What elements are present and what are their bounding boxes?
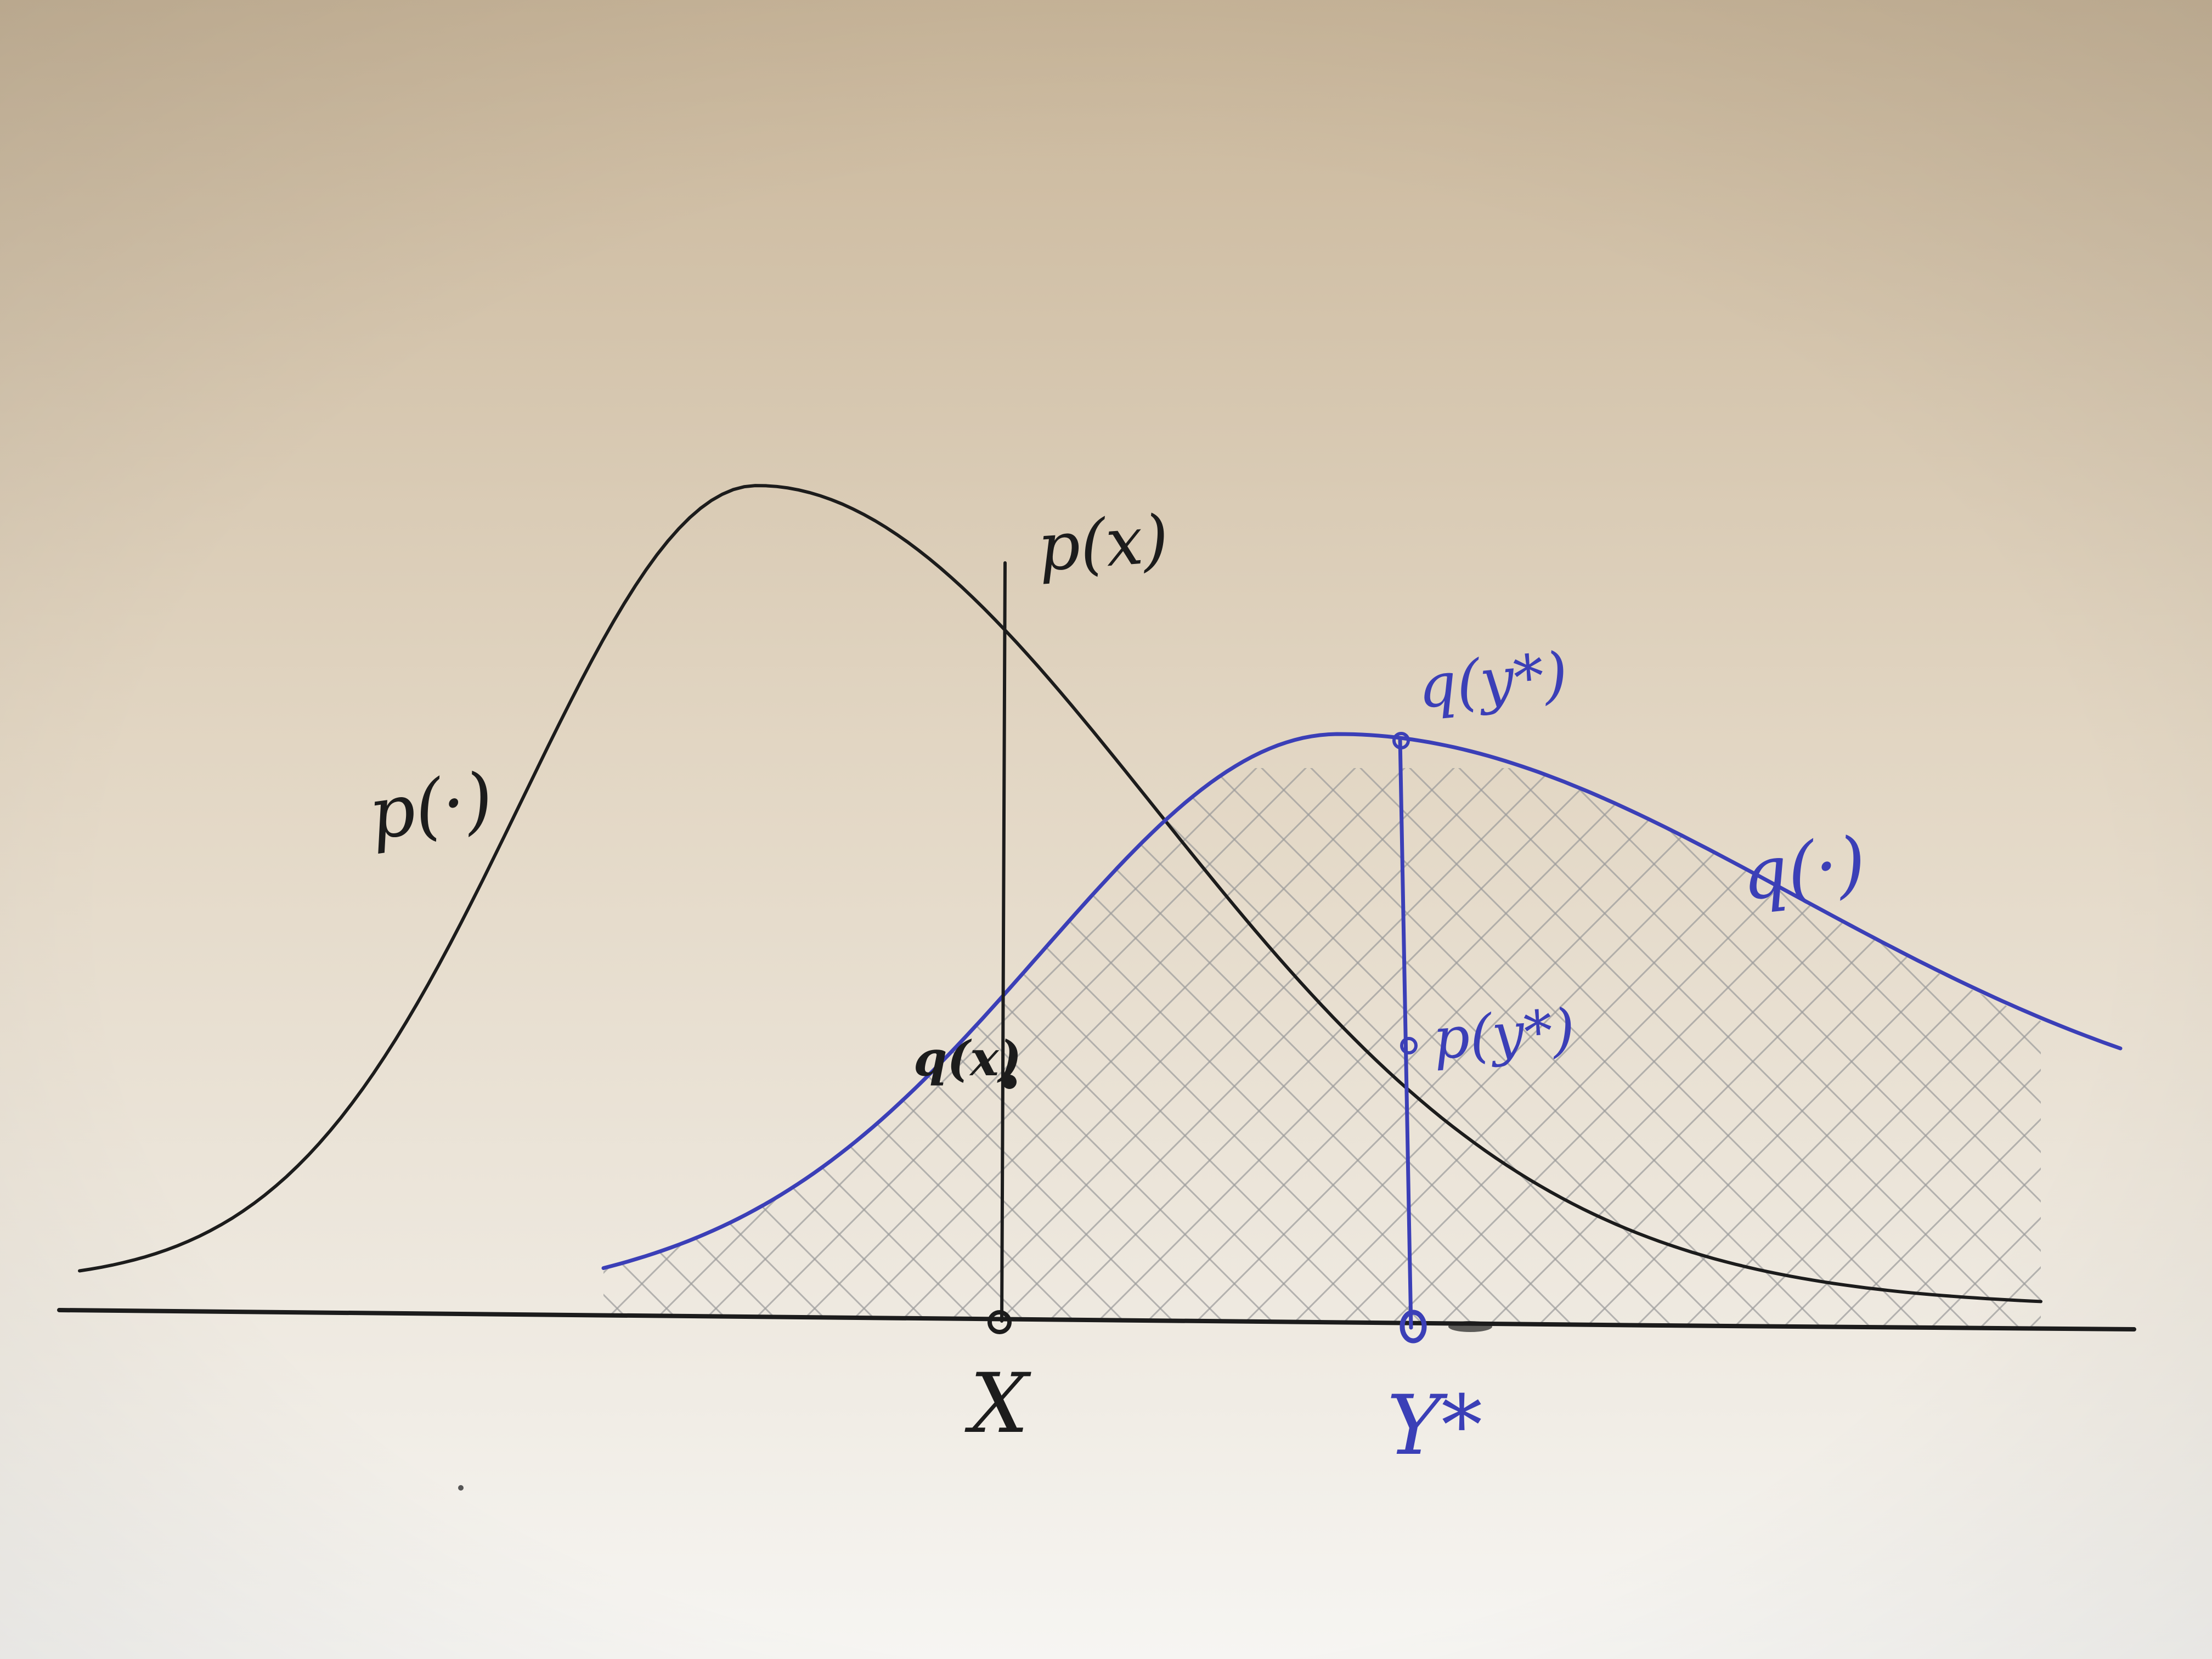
ystar-axis-point xyxy=(1400,1310,1427,1344)
x-vertical-line xyxy=(1000,561,1007,1323)
q-x-label: q(x) xyxy=(913,1030,1022,1087)
p-ystar-label: p(y*) xyxy=(1431,996,1577,1073)
p-x-label: p(x) xyxy=(1035,501,1171,586)
ystar-point-label: Y* xyxy=(1387,1378,1482,1474)
stray-dot xyxy=(458,1485,464,1491)
x-axis-point xyxy=(988,1310,1012,1334)
ystar-vertical-line xyxy=(1398,736,1413,1330)
axis-smudge xyxy=(1448,1321,1492,1332)
q-x-point xyxy=(1002,1075,1017,1089)
q-ystar-label: q(y*) xyxy=(1415,639,1571,722)
horizontal-axis xyxy=(57,1308,2136,1331)
p-curve-label: p(·) xyxy=(364,757,498,856)
p-distribution-curve xyxy=(78,484,2042,1304)
q-curve-label: q(·) xyxy=(1737,821,1870,917)
p-ystar-point xyxy=(1400,1037,1418,1054)
q-distribution-curve xyxy=(601,732,2123,1270)
x-point-label: X xyxy=(964,1356,1031,1452)
q-ystar-point xyxy=(1392,732,1410,749)
